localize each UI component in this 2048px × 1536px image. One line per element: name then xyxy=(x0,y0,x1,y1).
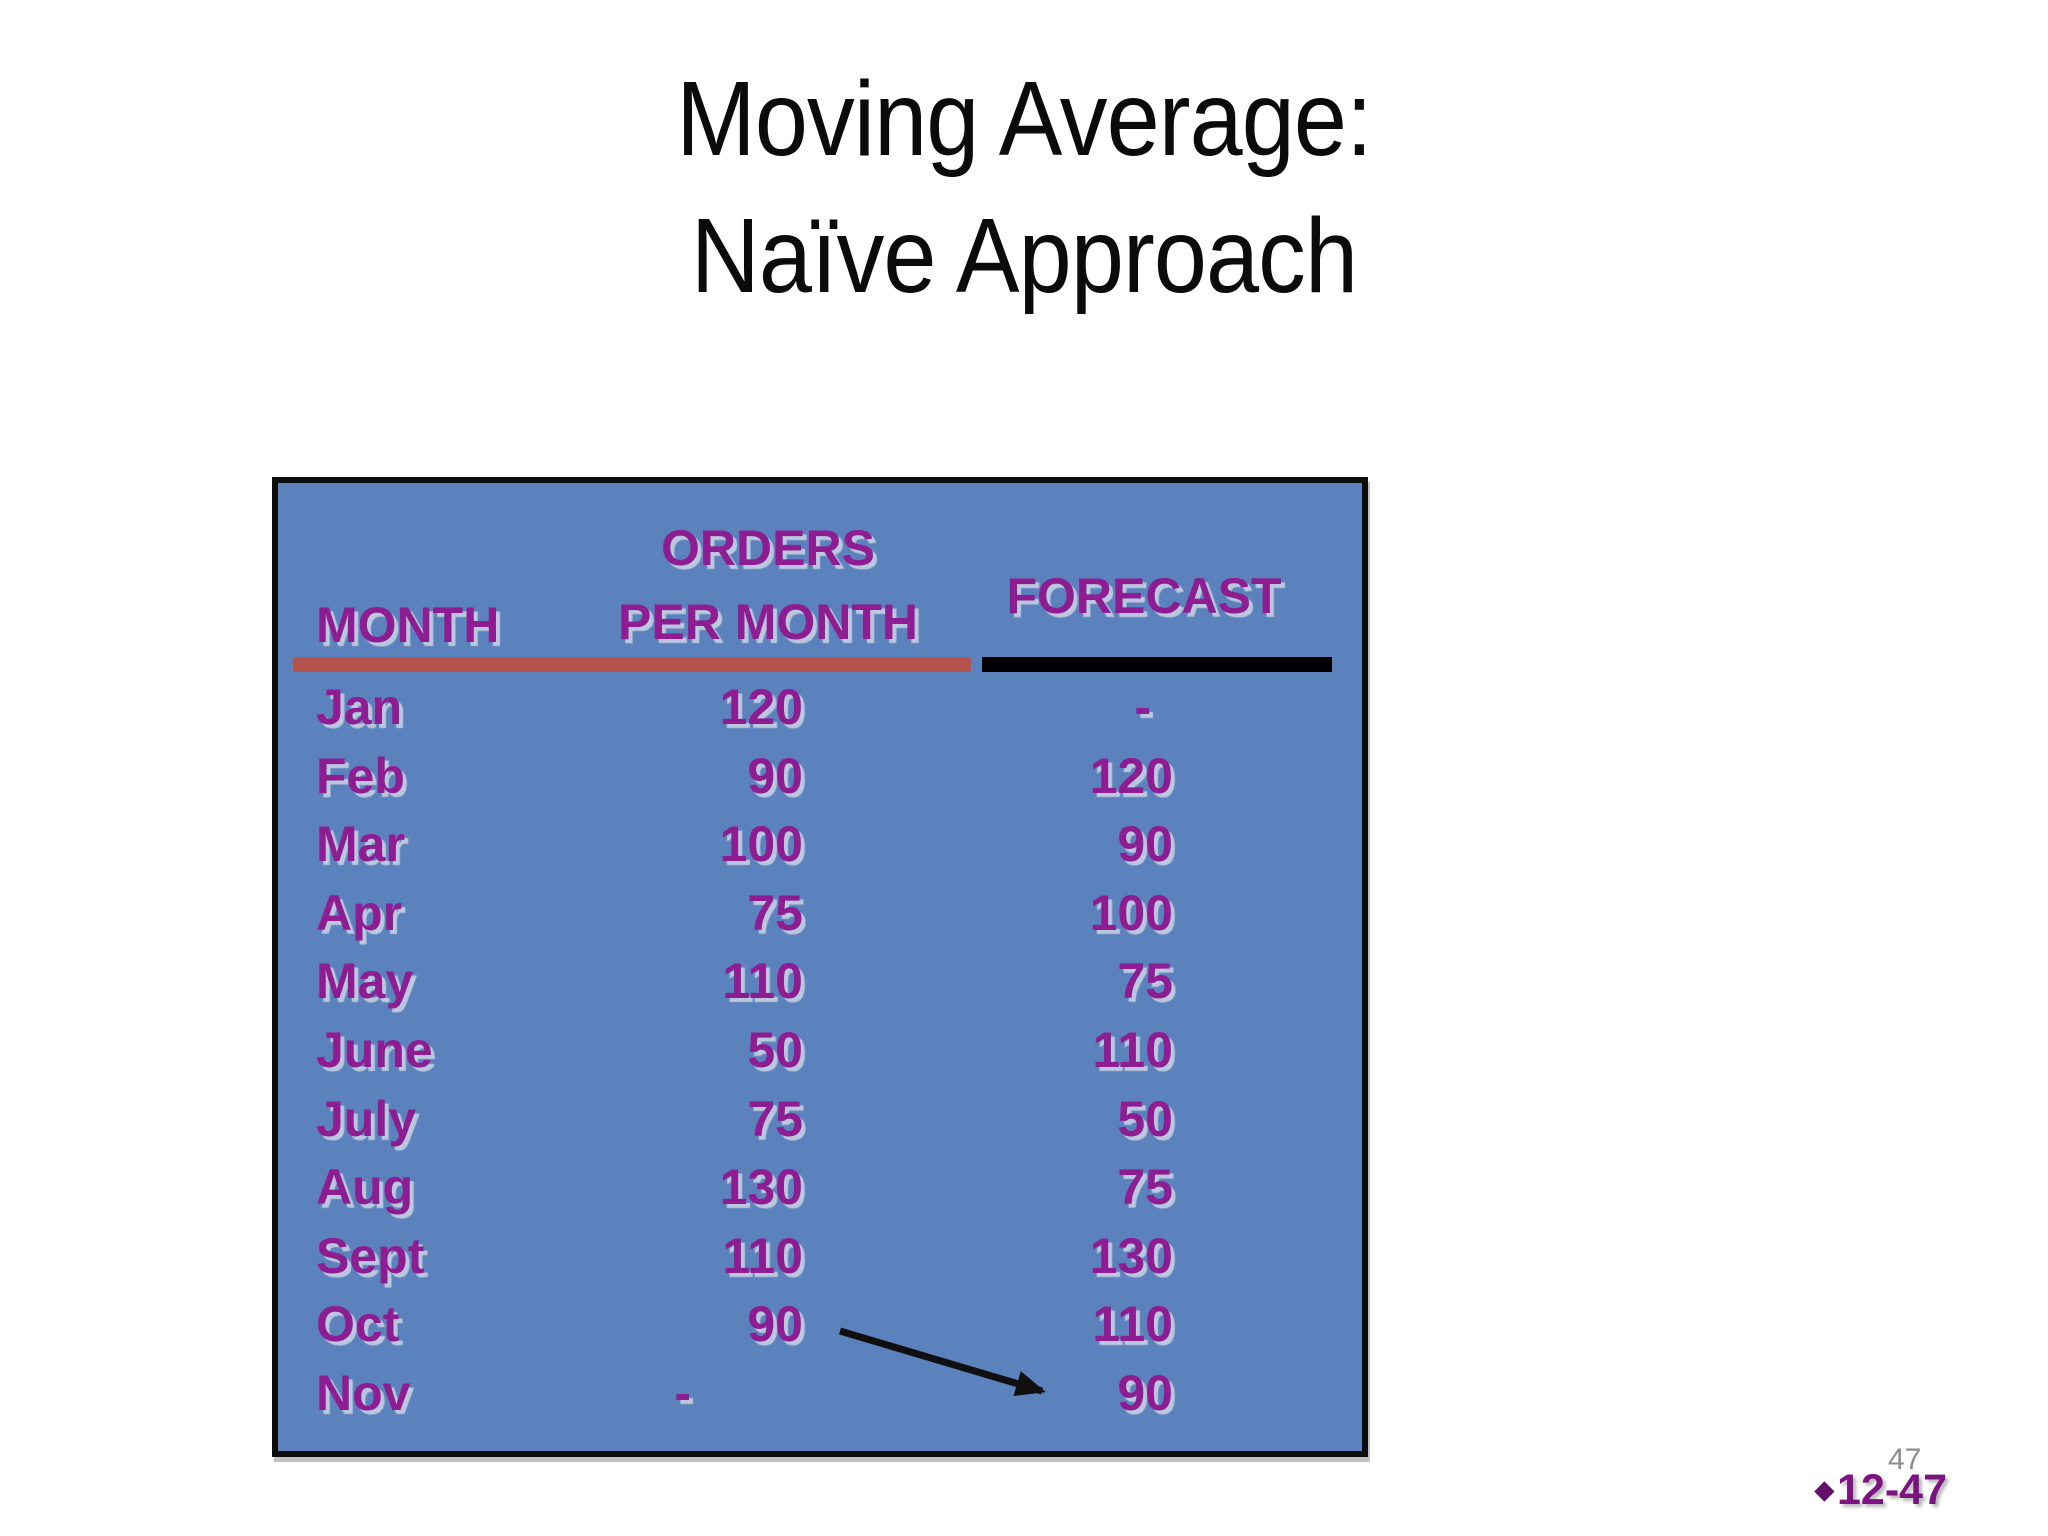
month-cell: Oct xyxy=(316,1296,400,1353)
forecast-cell: 100 xyxy=(1089,884,1173,941)
orders-cell: 90 xyxy=(747,747,803,804)
forecast-cell: 110 xyxy=(1092,1296,1173,1353)
month-cell: June xyxy=(316,1021,433,1078)
orders-cell: - xyxy=(674,1364,691,1421)
title-line-1: Moving Average: xyxy=(676,60,1372,178)
month-cell: Aug xyxy=(316,1159,414,1216)
footer-slide-number: 12-47 xyxy=(1837,1466,1947,1514)
forecast-underline-rule xyxy=(982,657,1332,672)
month-cell: Feb xyxy=(316,747,405,804)
forecast-cell: 50 xyxy=(1117,1090,1173,1147)
table-row: Nov - 90 xyxy=(278,1359,1362,1428)
orders-cell: 110 xyxy=(722,1227,803,1284)
column-header-orders-per-month: ORDERS PER MONTH xyxy=(518,511,1018,659)
table-body: Jan 120 - Feb 90 120 Mar 100 90 Apr 75 1… xyxy=(278,673,1362,1428)
slide-title: Moving Average: Naïve Approach xyxy=(102,51,1945,325)
forecast-cell: 90 xyxy=(1117,816,1173,873)
month-cell: Nov xyxy=(316,1364,411,1421)
orders-cell: 120 xyxy=(719,679,803,735)
diamond-bullet-icon: ◆ xyxy=(1814,1476,1835,1504)
forecast-cell: 110 xyxy=(1092,1021,1173,1078)
table-row: Mar 100 90 xyxy=(278,810,1362,879)
orders-cell: 130 xyxy=(719,1159,803,1216)
forecast-cell: 90 xyxy=(1117,1364,1173,1421)
forecast-table: MONTH ORDERS PER MONTH FORECAST Jan 120 … xyxy=(272,477,1368,1457)
table-row: Feb 90 120 xyxy=(278,742,1362,811)
page-number: 47 xyxy=(1888,1443,1922,1476)
month-cell: Apr xyxy=(316,884,403,941)
slide-footer-id: ◆12-47 xyxy=(1815,1466,1947,1515)
month-cell: Mar xyxy=(316,816,405,873)
forecast-cell: 120 xyxy=(1089,747,1173,804)
orders-cell: 50 xyxy=(747,1021,803,1078)
orders-header-line-1: ORDERS xyxy=(661,520,875,576)
month-cell: Jan xyxy=(316,679,403,735)
month-cell: Sept xyxy=(316,1227,425,1284)
table-row: Aug 130 75 xyxy=(278,1153,1362,1222)
orders-cell: 110 xyxy=(722,953,803,1010)
month-cell: May xyxy=(316,953,414,1010)
column-header-month: MONTH xyxy=(316,597,500,653)
column-header-forecast: FORECAST xyxy=(1006,568,1282,624)
table-row: Jan 120 - xyxy=(278,673,1362,742)
table-row: Sept 110 130 xyxy=(278,1222,1362,1291)
orders-header-line-2: PER MONTH xyxy=(618,594,918,650)
table-row: Oct 90 110 xyxy=(278,1290,1362,1359)
orders-cell: 90 xyxy=(747,1296,803,1353)
forecast-cell: - xyxy=(1134,679,1151,735)
orders-cell: 75 xyxy=(747,884,803,941)
orders-underline-rule xyxy=(293,657,971,672)
table-row: Apr 75 100 xyxy=(278,879,1362,948)
table-row: July 75 50 xyxy=(278,1085,1362,1154)
title-line-2: Naïve Approach xyxy=(690,197,1358,315)
forecast-cell: 130 xyxy=(1089,1227,1173,1284)
orders-cell: 100 xyxy=(719,816,803,873)
forecast-cell: 75 xyxy=(1117,1159,1173,1216)
forecast-cell: 75 xyxy=(1117,953,1173,1010)
month-cell: July xyxy=(316,1090,417,1147)
table-row: June 50 110 xyxy=(278,1016,1362,1085)
table-row: May 110 75 xyxy=(278,947,1362,1016)
orders-cell: 75 xyxy=(747,1090,803,1147)
